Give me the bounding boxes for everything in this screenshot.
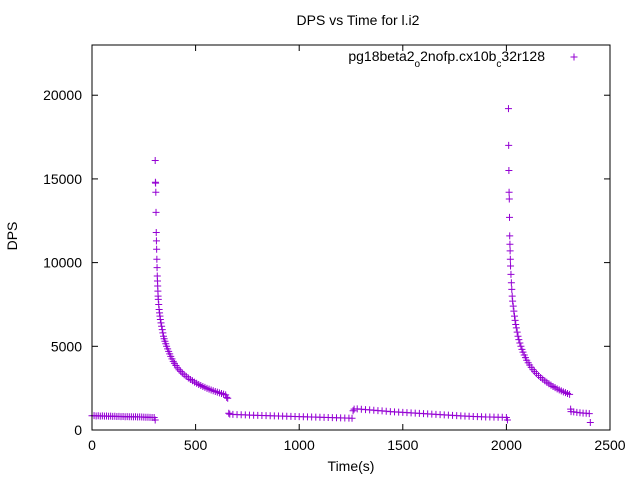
y-tick-label: 15000 xyxy=(43,171,82,187)
data-point xyxy=(585,410,593,418)
legend-label-part: 32r128 xyxy=(501,48,545,64)
data-point xyxy=(152,188,160,196)
data-point xyxy=(566,390,574,398)
data-point xyxy=(151,157,159,164)
data-point xyxy=(514,332,522,340)
data-point xyxy=(152,237,160,245)
series-points xyxy=(88,105,594,426)
data-point xyxy=(177,367,185,375)
data-point xyxy=(156,316,164,324)
x-tick-label: 1500 xyxy=(387,437,418,453)
data-point xyxy=(153,245,161,253)
data-point xyxy=(513,328,521,336)
data-point xyxy=(570,408,578,416)
legend-series-label: pg18beta2o2nofp.cx10bc32r128 xyxy=(348,48,545,70)
chart-title: DPS vs Time for l.i2 xyxy=(297,12,420,28)
data-point xyxy=(152,208,160,216)
data-point xyxy=(512,324,520,332)
data-point xyxy=(515,336,523,344)
data-point xyxy=(153,264,161,272)
data-point xyxy=(223,393,231,401)
legend-label-part: pg18beta2 xyxy=(348,48,414,64)
x-tick-label: 2500 xyxy=(594,437,625,453)
data-point xyxy=(348,414,356,422)
data-point xyxy=(504,105,512,113)
y-tick-label: 5000 xyxy=(51,338,82,354)
legend: pg18beta2o2nofp.cx10bc32r128 xyxy=(348,48,578,70)
x-axis-ticks: 0 500 1000 1500 2000 2500 xyxy=(88,45,626,453)
y-axis-ticks: 0 5000 10000 15000 20000 xyxy=(43,87,610,438)
x-tick-label: 1000 xyxy=(284,437,315,453)
data-point xyxy=(518,345,526,353)
data-point xyxy=(508,285,516,293)
data-point xyxy=(151,416,159,424)
data-point xyxy=(175,366,183,374)
data-point xyxy=(152,228,160,236)
data-point xyxy=(158,326,166,334)
x-axis-title: Time(s) xyxy=(328,458,375,474)
data-point xyxy=(510,307,518,315)
data-point xyxy=(505,195,513,203)
data-point xyxy=(158,322,166,330)
data-point xyxy=(506,232,514,240)
y-tick-label: 10000 xyxy=(43,255,82,271)
data-point xyxy=(505,167,513,175)
data-point xyxy=(507,279,515,287)
data-point xyxy=(503,416,511,424)
data-point xyxy=(505,188,513,196)
y-axis-title: DPS xyxy=(4,222,20,251)
data-point xyxy=(225,409,233,417)
data-point xyxy=(153,255,161,263)
data-point xyxy=(507,262,515,270)
data-point xyxy=(511,316,519,324)
legend-label-subscript: o xyxy=(415,59,421,70)
legend-marker xyxy=(570,53,578,61)
data-point xyxy=(506,247,514,255)
x-tick-label: 0 xyxy=(88,437,96,453)
data-point xyxy=(510,312,518,320)
legend-label-part: 2nofp.cx10b xyxy=(420,48,496,64)
data-point xyxy=(509,297,517,305)
data-point xyxy=(507,270,515,278)
data-point xyxy=(512,321,520,329)
data-point xyxy=(517,342,525,350)
data-point xyxy=(586,418,594,426)
plot-frame xyxy=(91,44,611,431)
data-point xyxy=(506,255,514,263)
data-point xyxy=(506,240,514,248)
y-tick-label: 0 xyxy=(74,422,82,438)
data-point xyxy=(516,339,524,347)
legend-label-subscript: c xyxy=(496,59,501,70)
data-point xyxy=(509,302,517,310)
data-point xyxy=(519,348,527,356)
data-point xyxy=(152,179,160,187)
legend-plus-marker xyxy=(570,53,578,61)
data-point xyxy=(224,394,232,402)
data-point xyxy=(159,329,167,337)
x-tick-label: 2000 xyxy=(491,437,522,453)
data-point xyxy=(157,319,165,327)
y-tick-label: 20000 xyxy=(43,87,82,103)
x-tick-label: 500 xyxy=(184,437,208,453)
data-point xyxy=(349,407,357,415)
data-point xyxy=(505,141,513,149)
data-point xyxy=(506,213,514,221)
